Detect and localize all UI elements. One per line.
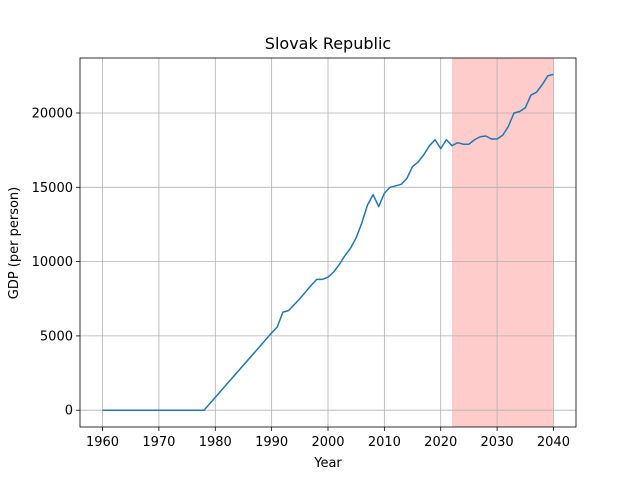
x-tick-label: 2020	[424, 435, 457, 450]
x-tick-label: 1980	[199, 435, 232, 450]
plot-area: 1960 1970 1980 1990 2000 2010 2020 2030 2040 0 500…	[32, 57, 577, 450]
y-tick-label: 5000	[40, 329, 73, 344]
x-tick-label: 1990	[255, 435, 288, 450]
x-tick-label: 2000	[311, 435, 344, 450]
y-tick-label: 10000	[32, 255, 73, 270]
series-line	[102, 73, 554, 411]
x-tick-label: 1970	[142, 435, 175, 450]
y-tick-label: 15000	[32, 181, 73, 196]
y-tick-label: 0	[65, 404, 73, 419]
x-tick-label: 2030	[481, 435, 514, 450]
y-axis-label: GDP (per person)	[7, 187, 22, 300]
forecast-band	[452, 58, 554, 427]
x-tick-label: 1960	[86, 435, 119, 450]
y-tick-label: 20000	[32, 106, 73, 121]
x-tick-label: 2010	[368, 435, 401, 450]
chart-title: Slovak Republic	[265, 34, 391, 53]
x-axis-label: Year	[313, 456, 342, 471]
x-tick-label: 2040	[537, 435, 570, 450]
